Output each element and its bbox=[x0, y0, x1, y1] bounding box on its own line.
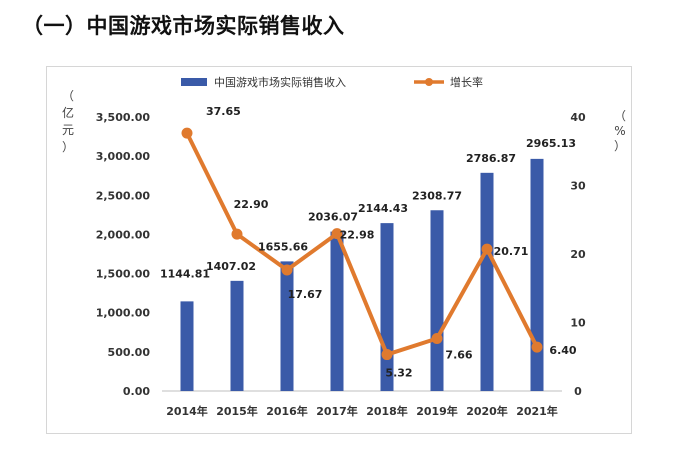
x-tick-label: 2017年 bbox=[316, 404, 358, 418]
bar-value-label: 2786.87 bbox=[466, 152, 516, 165]
line-value-label: 17.67 bbox=[288, 288, 323, 301]
legend-bar-label: 中国游戏市场实际销售收入 bbox=[214, 75, 346, 89]
line-value-label: 22.90 bbox=[234, 198, 269, 211]
bar-value-label: 2965.13 bbox=[526, 137, 576, 150]
y-right-axis-unit: （ bbox=[614, 109, 626, 123]
bar-value-label: 2308.77 bbox=[412, 189, 462, 202]
y-right-tick-label: 40 bbox=[570, 111, 586, 124]
y-left-tick-label: 2,500.00 bbox=[96, 189, 151, 202]
legend-line-marker bbox=[425, 78, 433, 86]
y-right-axis-unit: % bbox=[614, 124, 625, 138]
y-left-tick-label: 3,000.00 bbox=[96, 150, 151, 163]
bar bbox=[430, 210, 444, 391]
bar-value-label: 1655.66 bbox=[258, 240, 308, 253]
growth-point bbox=[431, 333, 443, 345]
y-left-axis-unit: （ bbox=[62, 89, 74, 103]
line-value-label: 20.71 bbox=[494, 245, 529, 258]
y-left-tick-label: 1,500.00 bbox=[96, 268, 151, 281]
bar-value-label: 2144.43 bbox=[358, 202, 408, 215]
x-tick-label: 2014年 bbox=[166, 404, 208, 418]
x-tick-label: 2015年 bbox=[216, 404, 258, 418]
growth-point bbox=[531, 341, 543, 353]
x-tick-label: 2020年 bbox=[466, 404, 508, 418]
page-title: （一）中国游戏市场实际销售收入 bbox=[22, 14, 345, 38]
line-value-label: 22.98 bbox=[340, 229, 375, 242]
bar-value-label: 1144.81 bbox=[160, 267, 210, 280]
y-left-tick-label: 0.00 bbox=[123, 385, 150, 398]
y-right-tick-label: 0 bbox=[574, 385, 582, 398]
bar-value-label: 1407.02 bbox=[206, 260, 256, 273]
y-left-tick-label: 500.00 bbox=[108, 346, 151, 359]
growth-point bbox=[281, 264, 293, 276]
growth-point bbox=[381, 349, 393, 361]
bar bbox=[480, 172, 494, 391]
y-left-tick-label: 3,500.00 bbox=[96, 111, 151, 124]
y-left-axis-unit: ） bbox=[62, 140, 74, 154]
growth-point bbox=[481, 243, 493, 255]
y-right-tick-label: 20 bbox=[570, 248, 586, 261]
line-value-label: 7.66 bbox=[445, 349, 472, 362]
growth-point bbox=[231, 228, 243, 240]
y-right-axis-unit: ） bbox=[614, 139, 626, 153]
legend-line-label: 增长率 bbox=[450, 75, 483, 89]
x-tick-label: 2021年 bbox=[516, 404, 558, 418]
line-value-label: 6.40 bbox=[549, 344, 576, 357]
x-tick-label: 2018年 bbox=[366, 404, 408, 418]
x-tick-label: 2019年 bbox=[416, 404, 458, 418]
y-left-tick-label: 2,000.00 bbox=[96, 228, 151, 241]
bar bbox=[180, 301, 194, 391]
bar bbox=[330, 231, 344, 391]
bar bbox=[230, 280, 244, 391]
y-right-tick-label: 30 bbox=[570, 180, 586, 193]
growth-point bbox=[331, 228, 343, 240]
y-left-axis-unit: 元 bbox=[62, 123, 74, 137]
y-left-axis-unit: 亿 bbox=[62, 105, 74, 120]
y-right-tick-label: 10 bbox=[570, 317, 586, 330]
legend-bar-swatch bbox=[181, 78, 207, 86]
bar bbox=[530, 158, 544, 391]
line-value-label: 37.65 bbox=[206, 105, 241, 118]
growth-line bbox=[185, 132, 539, 357]
x-tick-label: 2016年 bbox=[266, 404, 308, 418]
y-left-tick-label: 1,000.00 bbox=[96, 307, 151, 320]
line-value-label: 5.32 bbox=[385, 367, 412, 380]
growth-point bbox=[181, 127, 193, 139]
bar bbox=[280, 261, 294, 391]
bar-value-label: 2036.07 bbox=[308, 211, 358, 224]
